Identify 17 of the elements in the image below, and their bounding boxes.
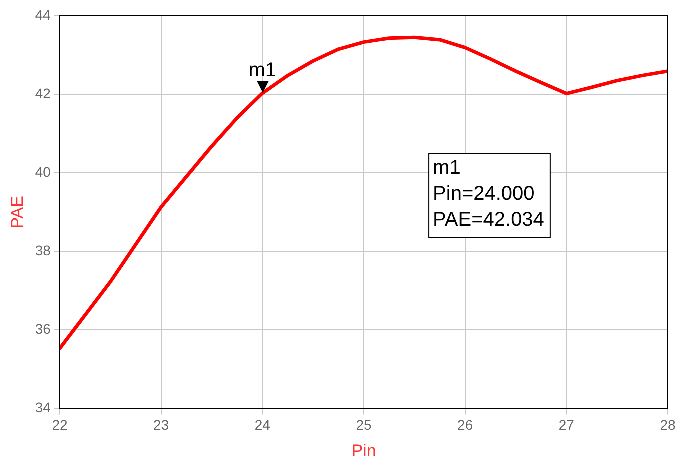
y-tick-label: 40: [35, 164, 52, 180]
y-tick-label: 34: [35, 400, 52, 416]
y-tick-label: 36: [35, 321, 52, 338]
y-tick-label: 44: [35, 6, 52, 23]
y-axis-title: PAE: [8, 196, 27, 229]
x-tick-label: 26: [458, 417, 474, 434]
annotation: m1: [248, 60, 277, 82]
x-tick-label: 25: [356, 417, 372, 434]
y-tick-label: 38: [35, 242, 52, 259]
annotation: m1 Pin=24.000 PAE=42.034: [433, 156, 544, 231]
x-tick-label: 28: [660, 417, 676, 434]
x-tick-label: 24: [254, 417, 271, 434]
x-tick-label: 22: [52, 417, 68, 434]
x-tick-label: 27: [558, 417, 575, 434]
x-tick-label: 23: [154, 417, 170, 434]
x-axis-title: Pin: [352, 441, 376, 460]
y-tick-label: 42: [35, 85, 52, 102]
